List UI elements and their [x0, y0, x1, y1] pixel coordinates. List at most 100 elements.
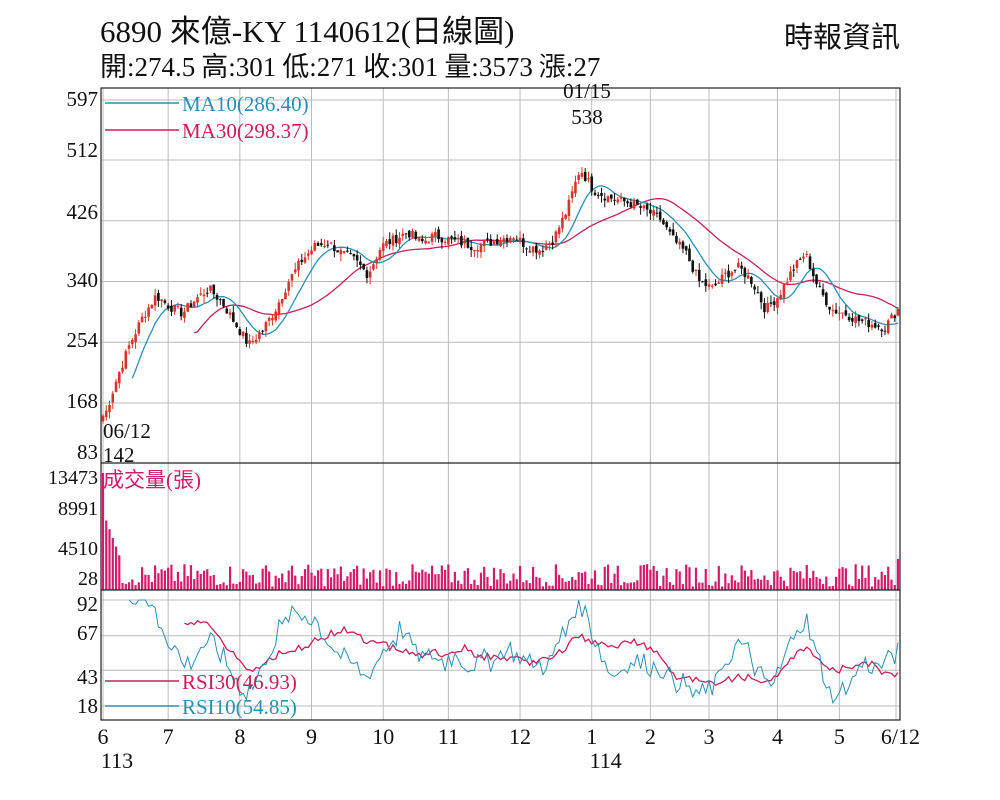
candle-body: [838, 312, 841, 314]
volume-bar: [222, 582, 225, 590]
candle-body: [616, 199, 620, 203]
volume-bar: [470, 584, 473, 590]
volume-bar: [483, 566, 486, 590]
candle-body: [671, 229, 675, 236]
candle-body: [140, 316, 144, 323]
volume-bar: [444, 569, 447, 590]
candle-body: [398, 237, 401, 245]
volume-bar: [619, 585, 623, 590]
candle-body: [310, 250, 313, 255]
volume-bar: [561, 578, 564, 590]
volume-bar: [219, 584, 222, 590]
candle-body: [346, 250, 349, 252]
volume-bar: [235, 584, 238, 590]
volume-bar: [655, 570, 658, 590]
candle-body: [649, 209, 652, 214]
volume-bar: [150, 581, 153, 590]
candle-body: [720, 274, 724, 284]
volume-bar: [290, 565, 294, 590]
volume-bar: [740, 565, 743, 590]
candle-body: [225, 308, 229, 314]
volume-bar: [121, 582, 124, 590]
volume-bar: [385, 568, 388, 590]
volume-bar: [632, 582, 636, 590]
volume-bar: [346, 576, 349, 590]
candle-body: [658, 211, 662, 220]
volume-bar: [307, 564, 310, 590]
candle-body: [880, 329, 884, 332]
candle-body: [323, 245, 326, 247]
volume-bar: [294, 575, 297, 590]
candle-body: [192, 301, 196, 307]
candle-body: [596, 194, 600, 196]
candle-body: [668, 229, 672, 232]
candle-body: [284, 292, 287, 300]
volume-bar: [678, 571, 681, 590]
volume-bar: [362, 568, 365, 590]
candle-body: [495, 239, 499, 245]
candle-body: [772, 301, 776, 306]
candle-body: [391, 235, 395, 246]
volume-bar: [320, 568, 323, 590]
volume-bar: [365, 578, 369, 590]
candle-body: [851, 318, 854, 322]
month-label: 3: [704, 724, 715, 749]
volume-bar: [577, 572, 580, 590]
rsi-tick-label: 92: [77, 592, 98, 616]
volume-bar: [209, 575, 212, 590]
volume-bar: [831, 585, 834, 590]
volume-bar: [769, 585, 773, 590]
candle-body: [678, 241, 682, 245]
volume-bar: [144, 574, 147, 590]
candle-body: [414, 231, 418, 239]
volume-bar: [163, 570, 167, 590]
candle-body: [684, 246, 688, 251]
volume-bar: [476, 585, 479, 590]
volume-bar: [518, 565, 522, 590]
candle-body: [492, 240, 496, 244]
candle-body: [785, 282, 789, 284]
candle-body: [512, 238, 515, 241]
volume-bar: [388, 569, 391, 590]
ohlc-stats: 開:274.5 高:301 低:271 收:301 量:3573 漲:27: [100, 45, 606, 84]
volume-bar: [587, 583, 590, 590]
volume-bar: [131, 579, 134, 590]
candle-body: [665, 222, 668, 228]
volume-bar: [864, 577, 867, 590]
volume-bar: [228, 566, 232, 590]
volume-bar: [851, 586, 854, 590]
volume-bar: [199, 573, 202, 590]
candle-body: [750, 276, 753, 284]
candle-body: [548, 243, 551, 245]
candle-body: [254, 339, 258, 343]
candle-body: [179, 307, 183, 317]
volume-bar: [101, 473, 105, 590]
volume-bar: [124, 583, 127, 590]
volume-bar: [675, 569, 678, 590]
month-label: 8: [234, 724, 245, 749]
candle-body: [769, 302, 773, 304]
volume-bar: [140, 567, 144, 590]
volume-bar: [782, 580, 786, 590]
volume-bar: [473, 579, 476, 590]
volume-bar: [261, 568, 264, 590]
volume-bar: [672, 584, 675, 590]
candle-body: [877, 325, 880, 327]
volume-bar: [528, 583, 531, 590]
volume-bar: [336, 574, 339, 590]
candle-body: [841, 312, 844, 314]
volume-bar: [743, 570, 746, 590]
candle-body: [313, 243, 317, 251]
volume-bar: [616, 565, 619, 590]
volume-bar: [681, 584, 685, 590]
candle-body: [733, 269, 737, 271]
volume-bar: [277, 578, 281, 590]
candle-body: [456, 238, 460, 240]
volume-bar: [349, 572, 352, 590]
candle-body: [567, 199, 571, 216]
candle-body: [694, 269, 698, 271]
volume-bar: [447, 564, 450, 590]
candle-body: [570, 191, 574, 199]
candle-body: [127, 345, 131, 349]
candle-body: [463, 240, 466, 244]
